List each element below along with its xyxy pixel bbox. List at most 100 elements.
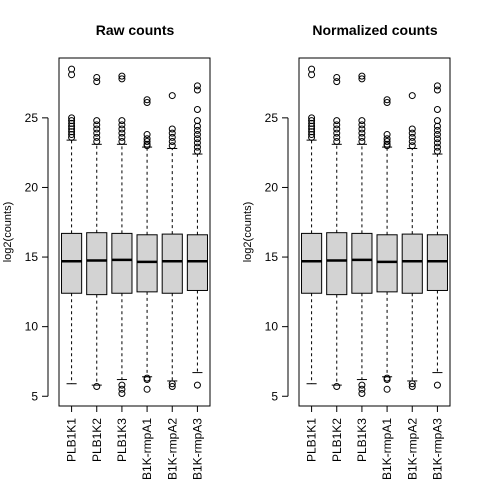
outlier-point	[168, 133, 176, 141]
normalized-box-3	[351, 72, 373, 397]
outlier-point	[358, 117, 366, 125]
outlier-point	[433, 86, 441, 94]
normalized-box-6	[426, 82, 448, 389]
normalized-box-5	[401, 92, 423, 391]
outlier-point	[408, 138, 416, 146]
outlier-point	[143, 135, 151, 143]
outlier-point	[308, 65, 316, 73]
outlier-point	[118, 385, 126, 393]
outlier-point	[433, 131, 441, 139]
outlier-point	[308, 117, 316, 125]
outlier-point	[358, 381, 366, 389]
raw-y-tick-label: 25	[25, 111, 39, 125]
outlier-point	[383, 135, 391, 143]
outlier-point	[408, 142, 416, 150]
outlier-point	[193, 86, 201, 94]
outlier-point	[333, 78, 341, 86]
outlier-point	[333, 121, 341, 129]
outlier-point	[143, 374, 151, 382]
outlier-point	[143, 96, 151, 104]
outlier-point	[408, 125, 416, 133]
iqr-box	[186, 234, 208, 291]
outlier-point	[333, 129, 341, 137]
normalized-counts-panel: Normalized counts log2(counts) 5 10 15 20 25…	[242, 22, 451, 480]
raw-y-tick-label: 5	[31, 389, 38, 403]
raw-box-4	[136, 96, 158, 393]
outlier-point	[408, 133, 416, 141]
outlier-point	[193, 126, 201, 134]
normalized-y-tick-label: 10	[265, 320, 279, 334]
raw-y-tick-label: 10	[25, 320, 39, 334]
outlier-point	[383, 96, 391, 104]
outlier-point	[168, 383, 176, 391]
outlier-point	[433, 117, 441, 125]
outlier-point	[193, 147, 201, 155]
iqr-box	[426, 234, 448, 291]
iqr-box	[326, 232, 348, 296]
outlier-point	[193, 117, 201, 125]
outlier-point	[93, 78, 101, 86]
outlier-point	[433, 143, 441, 151]
outlier-point	[93, 383, 101, 391]
raw-x-tick-label: PLB1K2	[90, 418, 104, 462]
outlier-point	[383, 131, 391, 139]
outlier-point	[408, 129, 416, 137]
outlier-point	[143, 385, 151, 393]
outlier-point	[118, 138, 126, 146]
raw-box-1	[61, 65, 83, 385]
normalized-x-tick-label: PLB1K-rmpA2	[405, 418, 419, 480]
outlier-point	[408, 92, 416, 100]
normalized-x-tick-label: PLB1K1	[305, 418, 319, 462]
outlier-point	[68, 117, 76, 125]
outlier-point	[333, 73, 341, 81]
raw-box-5	[161, 92, 183, 391]
outlier-point	[193, 82, 201, 90]
raw-plot-frame	[58, 57, 211, 407]
iqr-box	[351, 232, 373, 294]
outlier-point	[118, 129, 126, 137]
raw-box-3	[111, 72, 133, 397]
outlier-point	[433, 82, 441, 90]
outlier-point	[408, 383, 416, 391]
outlier-point	[143, 99, 151, 107]
normalized-x-tick-label: PLB1K-rmpA1	[380, 418, 394, 480]
normalized-y-tick-label: 15	[265, 250, 279, 264]
outlier-point	[68, 65, 76, 73]
outlier-point	[333, 383, 341, 391]
iqr-box	[86, 232, 108, 296]
raw-y-tick-label: 15	[25, 250, 39, 264]
raw-box-6	[186, 82, 208, 389]
outlier-point	[358, 121, 366, 129]
outlier-point	[358, 385, 366, 393]
iqr-box	[61, 232, 83, 294]
outlier-point	[358, 75, 366, 83]
raw-x-tick-label: PLB1K1	[65, 418, 79, 462]
outlier-point	[118, 381, 126, 389]
raw-x-tick-label: PLB1K-rmpA1	[140, 418, 154, 480]
outlier-point	[168, 380, 176, 388]
outlier-point	[168, 92, 176, 100]
normalized-box-1	[301, 65, 323, 385]
outlier-point	[93, 138, 101, 146]
outlier-point	[118, 125, 126, 133]
outlier-point	[168, 142, 176, 150]
iqr-box	[136, 234, 158, 293]
normalized-y-tick-label: 25	[265, 111, 279, 125]
outlier-point	[93, 133, 101, 141]
outlier-point	[333, 133, 341, 141]
outlier-point	[433, 139, 441, 147]
outlier-point	[358, 72, 366, 80]
outlier-point	[358, 133, 366, 141]
normalized-x-tick-label: PLB1K3	[355, 418, 369, 462]
normalized-box-4	[376, 96, 398, 393]
normalized-counts-y-axis-label: log2(counts)	[242, 202, 254, 263]
outlier-point	[433, 126, 441, 134]
outlier-point	[168, 138, 176, 146]
normalized-x-tick-label: PLB1K2	[330, 418, 344, 462]
raw-box-2	[86, 73, 108, 391]
outlier-point	[68, 114, 76, 122]
outlier-point	[383, 138, 391, 146]
outlier-point	[383, 374, 391, 382]
raw-x-tick-label: PLB1K3	[115, 418, 129, 462]
